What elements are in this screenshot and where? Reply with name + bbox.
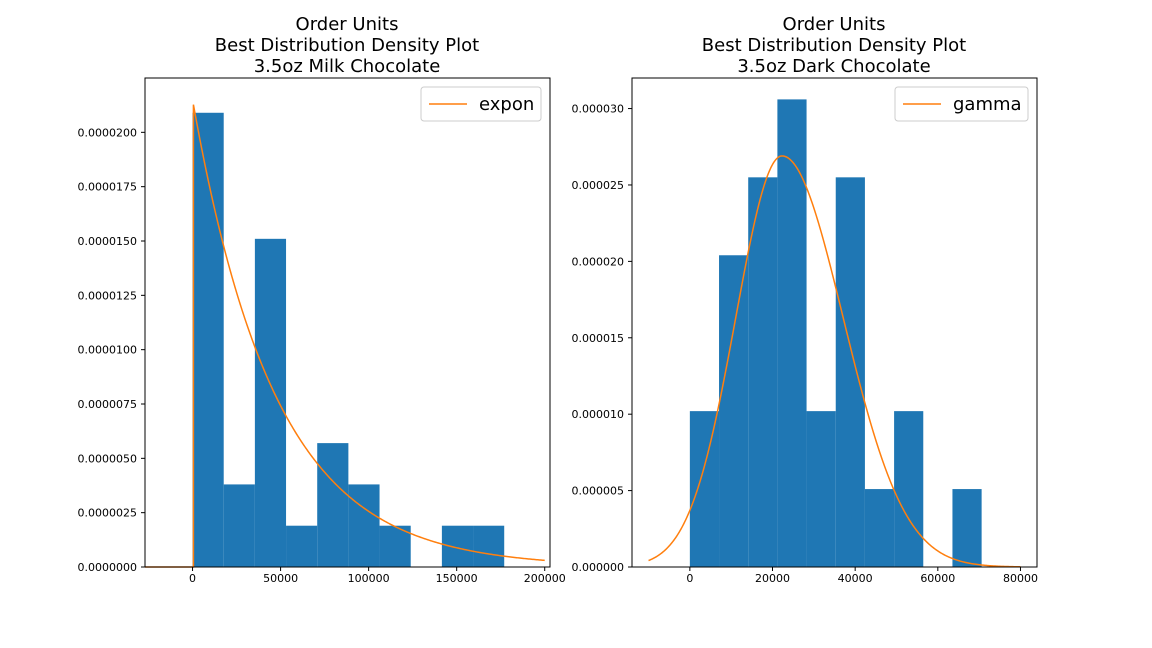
fit-curve-expon [145,104,545,568]
y-tick-label: 0.000025 [572,179,625,192]
y-tick-label: 0.0000075 [78,398,138,411]
x-tick-label: 0 [686,572,693,585]
y-tick-label: 0.0000200 [78,126,138,139]
chart-title-line: Order Units [783,14,886,35]
chart-title-line: Order Units [296,14,399,35]
y-tick-label: 0.000005 [572,485,625,498]
y-tick-label: 0.000000 [572,561,625,574]
y-tick-label: 0.000010 [572,408,625,421]
histogram-bar [894,411,924,567]
y-tick-label: 0.0000125 [78,289,138,302]
y-tick-label: 0.0000100 [78,344,138,357]
histogram-bar [348,484,380,567]
histogram-bar [864,489,895,567]
legend-label: expon [479,94,534,115]
x-tick-label: 80000 [1003,572,1038,585]
histogram-bar [719,255,749,567]
histogram-bar [254,238,287,567]
x-tick-label: 200000 [524,572,566,585]
x-tick-label: 100000 [348,572,390,585]
y-tick-label: 0.000030 [572,103,625,116]
chart-title-line: Best Distribution Density Plot [215,35,479,56]
legend-box [894,86,1029,122]
x-tick-label: 40000 [838,572,873,585]
y-tick-label: 0.0000150 [78,235,138,248]
histogram-bar [192,112,224,568]
x-tick-label: 0 [189,572,196,585]
chart-title-line: Best Distribution Density Plot [702,35,966,56]
x-tick-label: 50000 [263,572,298,585]
chart-title-line: 3.5oz Milk Chocolate [254,56,441,77]
histogram-bar [806,411,836,567]
histogram-bar [689,411,720,567]
x-tick-label: 60000 [920,572,955,585]
chart-title-line: 3.5oz Dark Chocolate [737,56,930,77]
y-tick-label: 0.0000175 [78,181,138,194]
x-tick-label: 20000 [755,572,790,585]
plot-frame [144,77,551,568]
y-tick-label: 0.0000025 [78,507,138,520]
histogram-bar [286,525,318,567]
histogram-bar [441,525,474,567]
histogram-bar [223,484,255,567]
histogram-bar [952,489,982,567]
fit-curve-gamma [648,155,1021,568]
legend-box [420,86,542,122]
histogram-bar [835,177,865,567]
histogram-bar [379,525,411,567]
histogram-bar [473,525,505,567]
legend: gamma [894,86,1029,122]
legend: expon [420,86,542,122]
histogram-bar [317,443,349,567]
y-tick-label: 0.000020 [572,255,625,268]
x-tick-label: 150000 [436,572,478,585]
histogram-bar [777,99,807,568]
legend-label: gamma [953,94,1022,115]
y-tick-label: 0.0000000 [78,561,138,574]
y-tick-label: 0.000015 [572,332,625,345]
y-tick-label: 0.0000050 [78,452,138,465]
histogram-bar [748,177,778,567]
plot-frame [631,77,1038,568]
